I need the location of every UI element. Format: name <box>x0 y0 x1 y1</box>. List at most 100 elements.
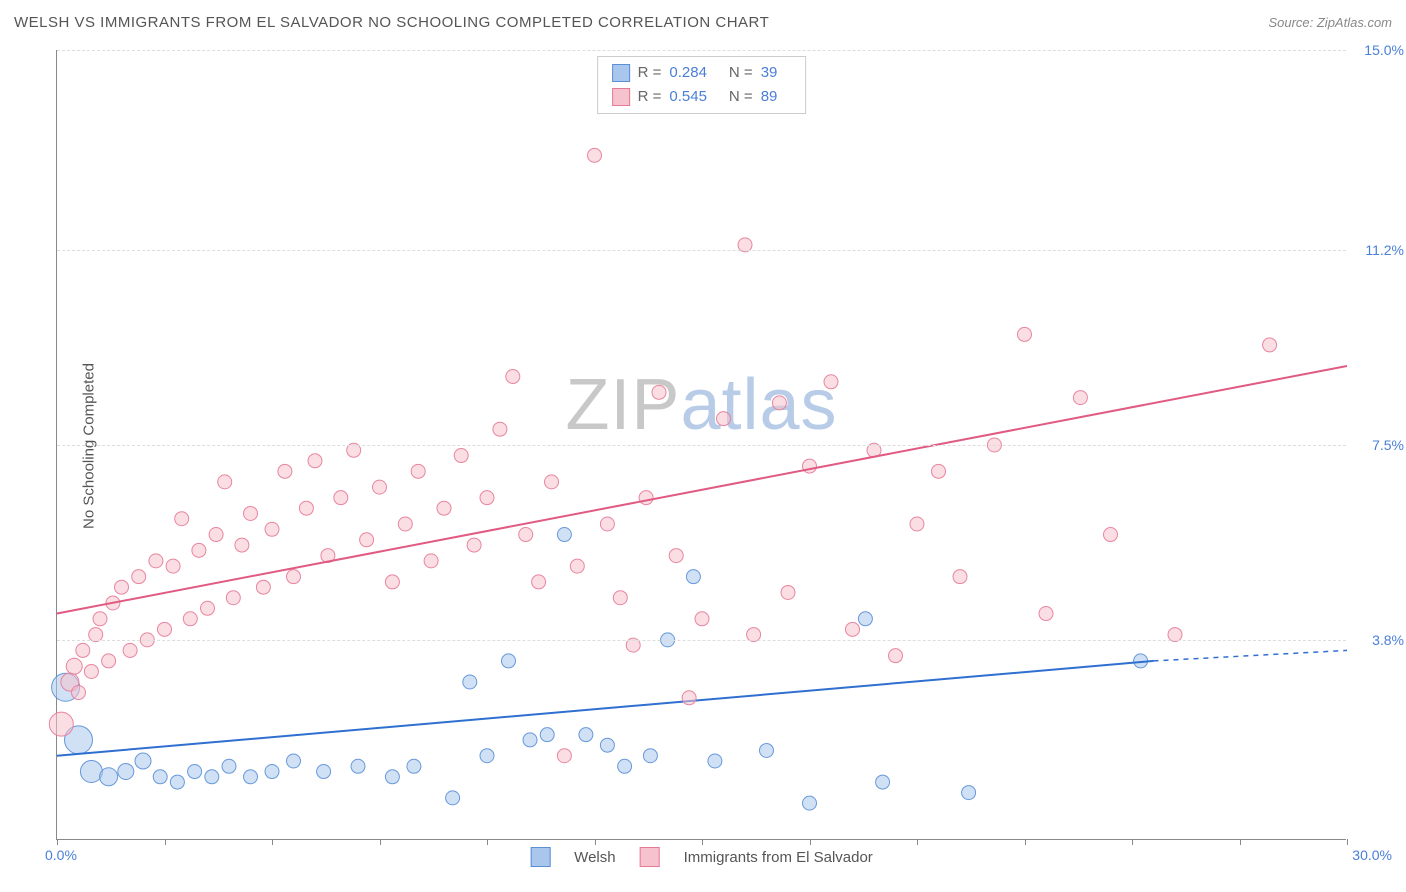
regression-line-extrapolated <box>1154 650 1348 661</box>
ytick-label: 15.0% <box>1364 42 1404 58</box>
scatter-point <box>686 570 700 584</box>
xtick <box>487 839 488 845</box>
r-label-2: R = <box>638 85 662 109</box>
scatter-point <box>889 649 903 663</box>
chart-title: WELSH VS IMMIGRANTS FROM EL SALVADOR NO … <box>14 14 769 31</box>
scatter-point <box>93 612 107 626</box>
scatter-point <box>84 664 98 678</box>
scatter-point <box>317 765 331 779</box>
scatter-point <box>523 733 537 747</box>
xtick <box>165 839 166 845</box>
scatter-point <box>463 675 477 689</box>
ytick-label: 3.8% <box>1372 632 1404 648</box>
stats-row-series2: R = 0.545 N = 89 <box>612 85 792 109</box>
scatter-point <box>1263 338 1277 352</box>
scatter-point <box>188 765 202 779</box>
scatter-point <box>932 464 946 478</box>
scatter-point <box>170 775 184 789</box>
legend-swatch-series2 <box>640 847 660 867</box>
scatter-point <box>226 591 240 605</box>
xtick-min-label: 0.0% <box>45 847 77 863</box>
xtick <box>380 839 381 845</box>
scatter-point <box>72 686 86 700</box>
xtick <box>57 839 58 845</box>
legend-label-series1: Welsh <box>574 849 615 866</box>
scatter-point <box>643 749 657 763</box>
xtick <box>810 839 811 845</box>
scatter-point <box>760 743 774 757</box>
scatter-point <box>411 464 425 478</box>
scatter-point <box>66 658 82 674</box>
scatter-point <box>115 580 129 594</box>
xtick <box>702 839 703 845</box>
scatter-point <box>218 475 232 489</box>
xtick <box>917 839 918 845</box>
scatter-point <box>132 570 146 584</box>
scatter-point <box>557 528 571 542</box>
scatter-point <box>80 761 102 783</box>
scatter-point <box>102 654 116 668</box>
grid-line <box>57 445 1346 446</box>
scatter-point <box>910 517 924 531</box>
scatter-point <box>557 749 571 763</box>
xtick <box>272 839 273 845</box>
scatter-point <box>222 759 236 773</box>
scatter-point <box>532 575 546 589</box>
source-label: Source: ZipAtlas.com <box>1268 15 1392 30</box>
scatter-point <box>846 622 860 636</box>
scatter-point <box>1039 607 1053 621</box>
scatter-point <box>669 549 683 563</box>
scatter-point <box>385 770 399 784</box>
scatter-point <box>201 601 215 615</box>
regression-line <box>57 366 1347 614</box>
scatter-point <box>618 759 632 773</box>
scatter-point <box>100 768 118 786</box>
scatter-point <box>1104 528 1118 542</box>
scatter-point <box>235 538 249 552</box>
scatter-point <box>953 570 967 584</box>
scatter-point <box>506 370 520 384</box>
scatter-point <box>519 528 533 542</box>
scatter-point <box>437 501 451 515</box>
scatter-point <box>545 475 559 489</box>
scatter-point <box>373 480 387 494</box>
r-val-series2: 0.545 <box>669 85 707 109</box>
bottom-legend: Welsh Immigrants from El Salvador <box>530 847 873 867</box>
scatter-point <box>467 538 481 552</box>
scatter-point <box>49 712 73 736</box>
scatter-point <box>613 591 627 605</box>
scatter-point <box>76 643 90 657</box>
scatter-point <box>205 770 219 784</box>
scatter-point <box>278 464 292 478</box>
scatter-point <box>135 753 151 769</box>
scatter-point <box>600 517 614 531</box>
grid-line <box>57 640 1346 641</box>
xtick <box>1347 839 1348 845</box>
scatter-point <box>600 738 614 752</box>
ytick-label: 7.5% <box>1372 437 1404 453</box>
grid-line <box>57 50 1346 51</box>
scatter-point <box>652 385 666 399</box>
scatter-point <box>480 749 494 763</box>
scatter-point <box>287 754 301 768</box>
swatch-series1 <box>612 64 630 82</box>
stats-legend-box: R = 0.284 N = 39 R = 0.545 N = 89 <box>597 56 807 114</box>
grid-line <box>57 250 1346 251</box>
scatter-point <box>502 654 516 668</box>
r-label: R = <box>638 61 662 85</box>
scatter-point <box>772 396 786 410</box>
header-row: WELSH VS IMMIGRANTS FROM EL SALVADOR NO … <box>14 14 1392 31</box>
scatter-point <box>639 491 653 505</box>
scatter-point <box>360 533 374 547</box>
scatter-point <box>398 517 412 531</box>
scatter-point <box>540 728 554 742</box>
scatter-point <box>118 764 134 780</box>
n-val-series1: 39 <box>761 61 778 85</box>
scatter-point <box>265 522 279 536</box>
scatter-point <box>708 754 722 768</box>
scatter-point <box>123 643 137 657</box>
scatter-point <box>570 559 584 573</box>
xtick <box>1132 839 1133 845</box>
scatter-point <box>824 375 838 389</box>
scatter-point <box>166 559 180 573</box>
